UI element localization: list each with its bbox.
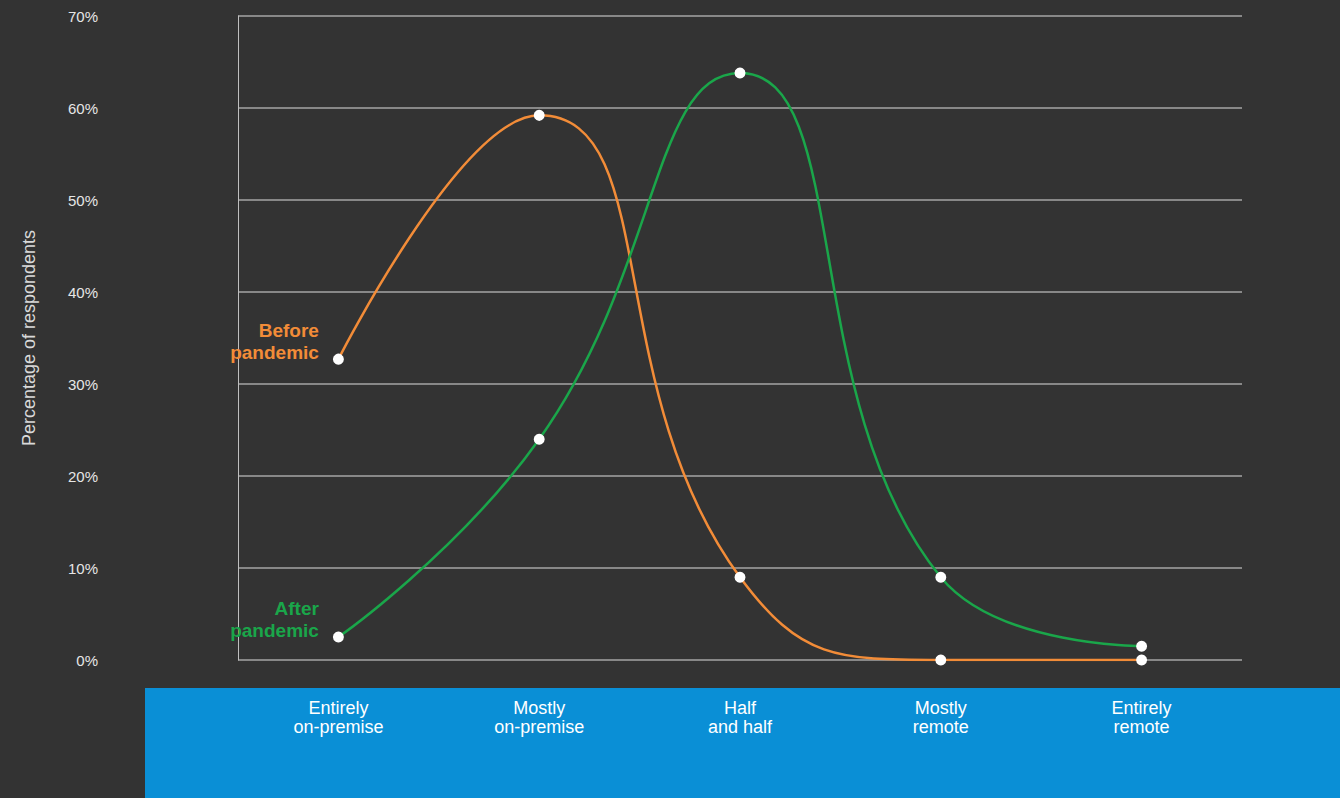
svg-text:70%: 70%: [68, 8, 98, 25]
svg-text:remote: remote: [913, 717, 969, 737]
svg-text:Entirely: Entirely: [308, 698, 368, 718]
svg-text:Entirely: Entirely: [1112, 698, 1172, 718]
svg-text:pandemic: pandemic: [230, 620, 319, 641]
svg-text:20%: 20%: [68, 468, 98, 485]
svg-text:remote: remote: [1114, 717, 1170, 737]
svg-text:30%: 30%: [68, 376, 98, 393]
svg-text:Before: Before: [259, 320, 319, 341]
svg-text:After: After: [275, 598, 320, 619]
svg-text:40%: 40%: [68, 284, 98, 301]
svg-text:pandemic: pandemic: [230, 342, 319, 363]
svg-text:on-premise: on-premise: [494, 717, 584, 737]
svg-text:Mostly: Mostly: [915, 698, 967, 718]
svg-text:Percentage of respondents: Percentage of respondents: [19, 230, 39, 446]
svg-text:0%: 0%: [76, 652, 98, 669]
svg-text:10%: 10%: [68, 560, 98, 577]
svg-text:60%: 60%: [68, 100, 98, 117]
svg-text:on-premise: on-premise: [293, 717, 383, 737]
svg-text:and half: and half: [708, 717, 773, 737]
svg-text:Mostly: Mostly: [513, 698, 565, 718]
svg-text:Half: Half: [724, 698, 757, 718]
svg-text:50%: 50%: [68, 192, 98, 209]
